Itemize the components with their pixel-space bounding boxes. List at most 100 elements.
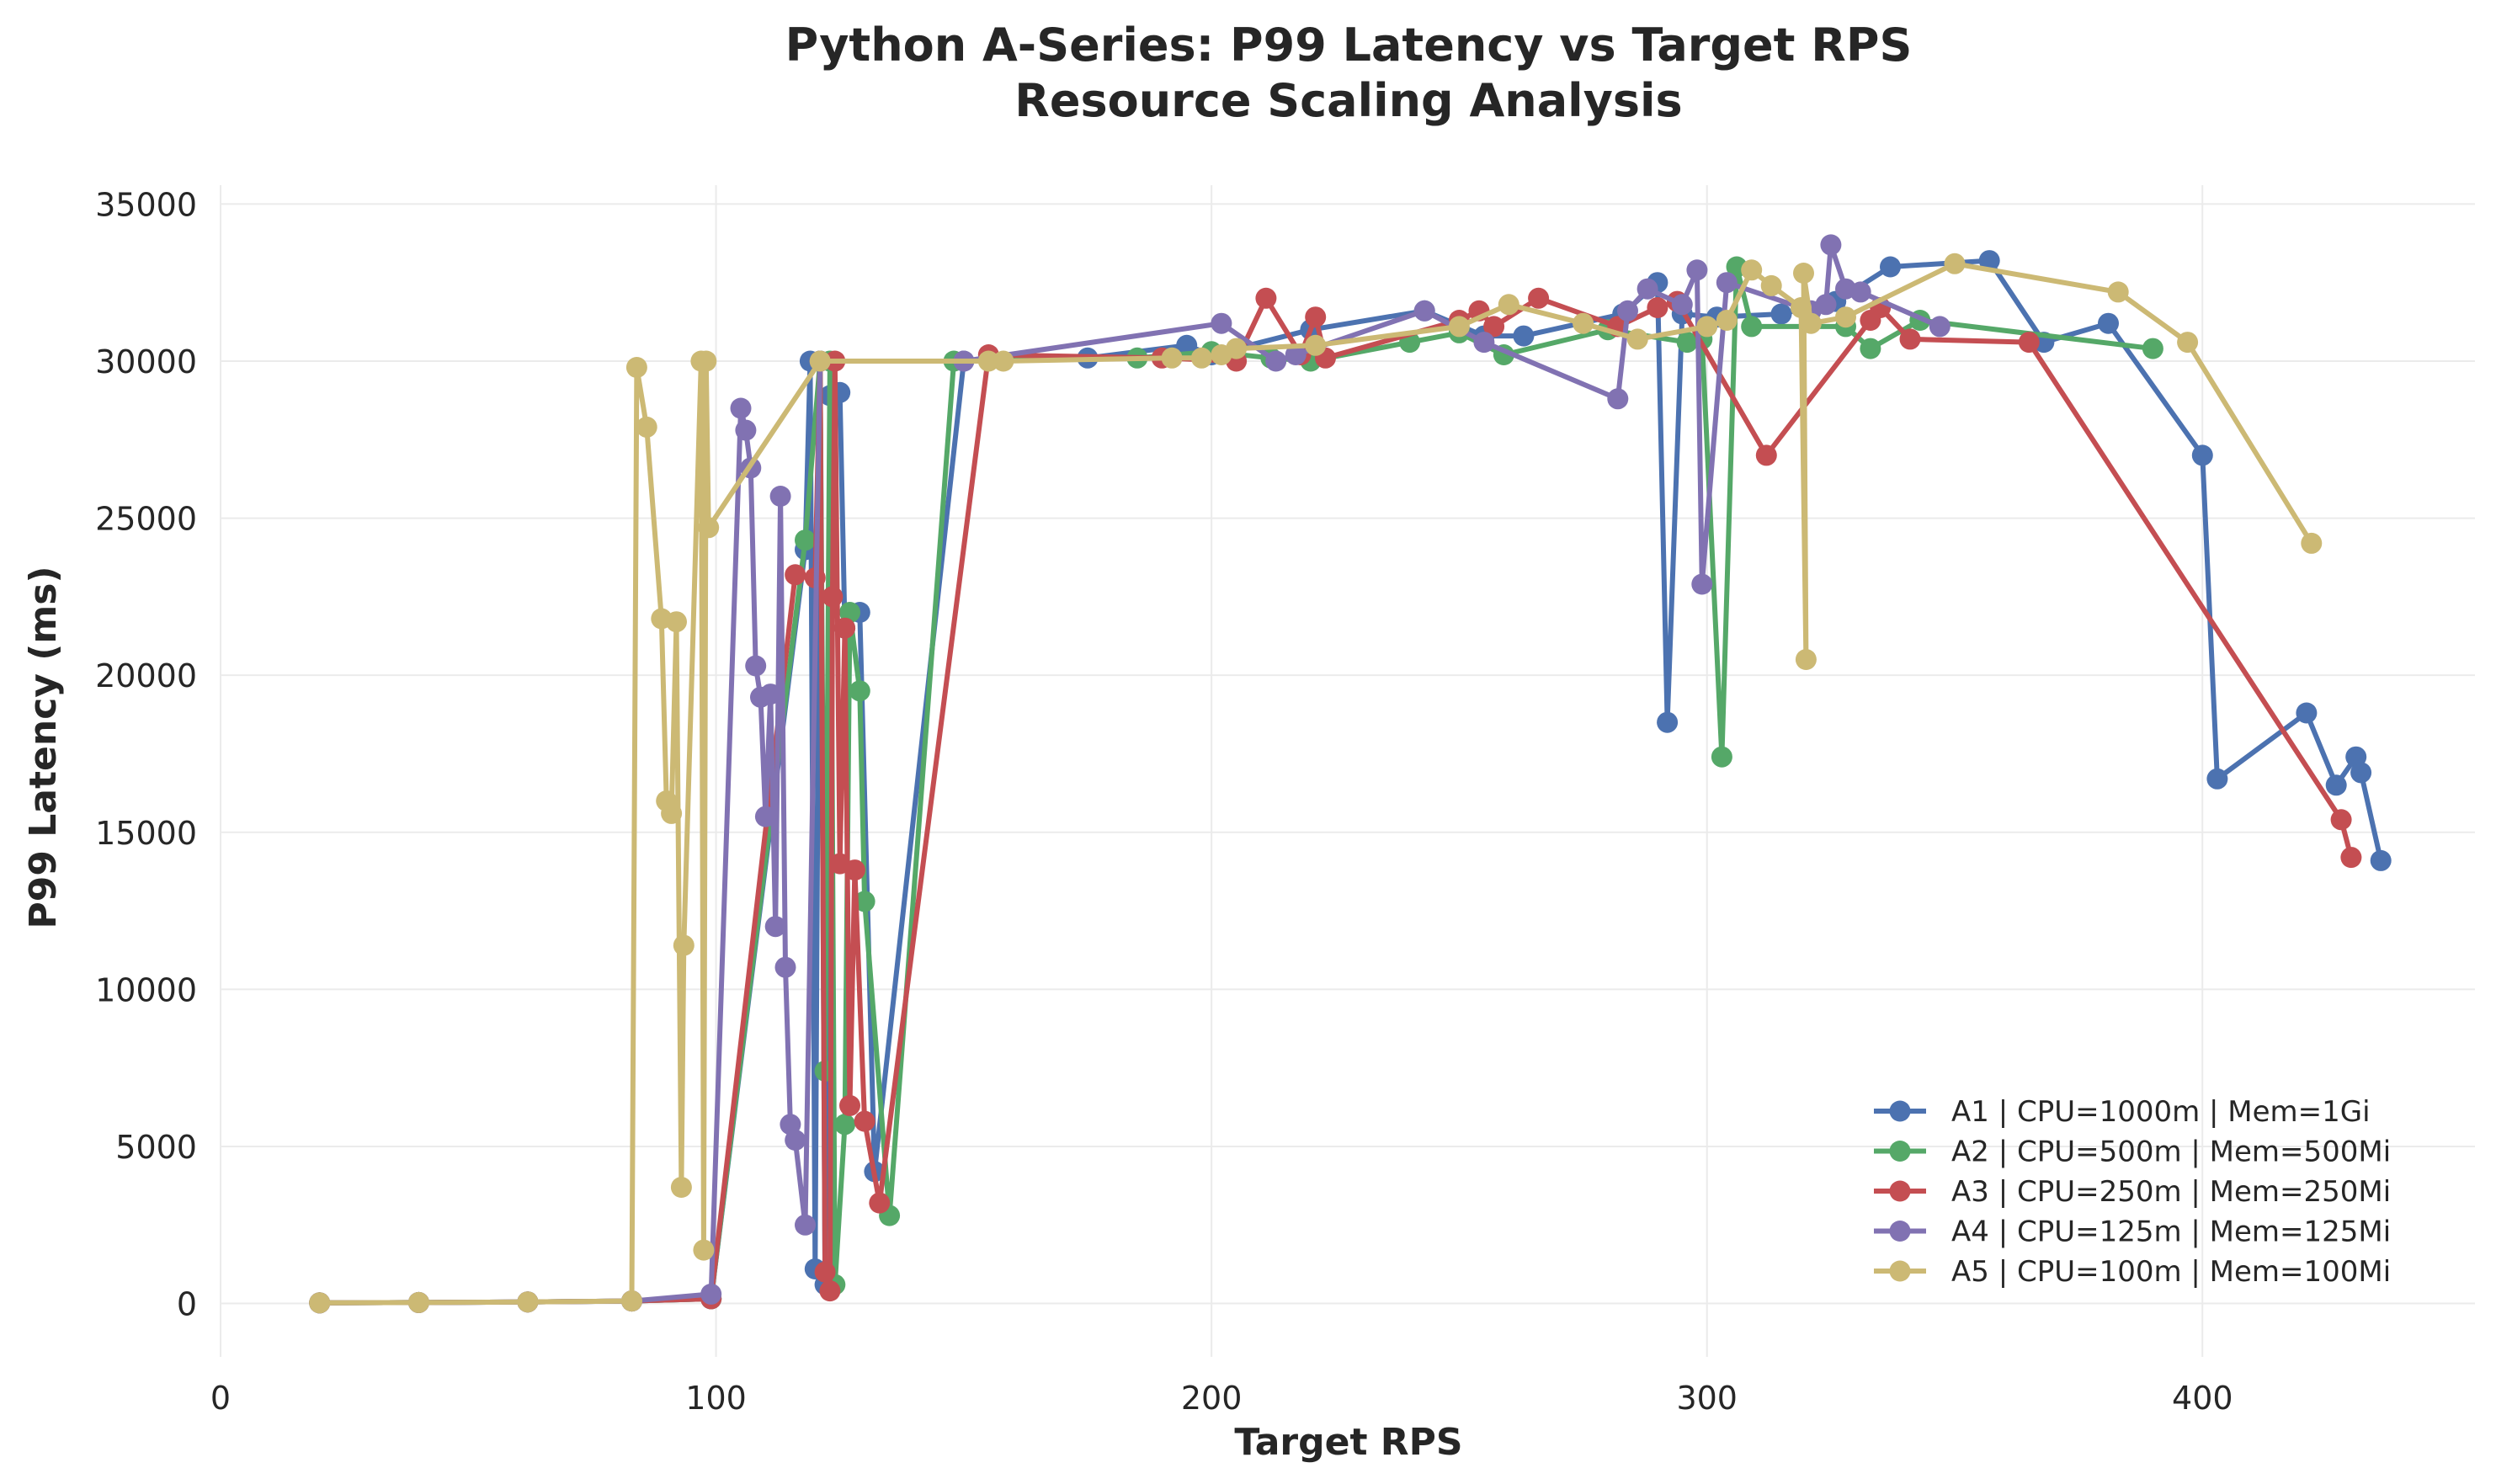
data-point [1686,259,1708,281]
data-point [1716,272,1738,294]
data-point [2370,849,2392,871]
data-point [1226,338,1248,359]
data-point [1793,263,1814,284]
data-point [1929,316,1950,338]
data-point [1626,328,1648,350]
x-tick-label: 0 [210,1380,231,1417]
data-point [819,1280,841,1302]
data-point [1760,274,1782,296]
data-point [993,350,1014,372]
data-point [2177,332,2199,354]
grid [220,185,2475,1357]
data-point [1820,234,1842,256]
data-point [1265,350,1287,372]
data-point [839,1094,860,1116]
data-point [1835,306,1856,328]
x-tick-label: 100 [685,1380,747,1417]
y-axis-label: P99 Latency (ms) [22,566,65,928]
legend-item: A4 | CPU=125m | Mem=125Mi [1874,1215,2391,1249]
series-2 [309,256,2163,1314]
data-point [764,916,786,938]
x-tick-label: 200 [1181,1380,1243,1417]
data-point [2206,768,2228,790]
y-tick-label: 20000 [95,657,197,694]
data-point [666,611,687,633]
data-point [1711,746,1732,768]
x-tick-label: 400 [2172,1380,2233,1417]
data-point [2098,312,2119,334]
data-point [2018,332,2040,354]
y-tick-label: 0 [177,1286,197,1323]
data-point [1617,300,1638,322]
y-tick-label: 35000 [95,186,197,223]
data-point [2107,281,2129,303]
data-point [2330,809,2352,831]
y-tick-label: 15000 [95,815,197,852]
data-point [700,1283,722,1305]
data-point [517,1291,539,1313]
data-point [834,617,856,639]
data-point [1696,316,1718,338]
data-point [759,683,781,705]
data-point [1413,300,1435,322]
data-point [1305,334,1327,356]
data-point [407,1291,429,1313]
data-point [785,564,806,586]
data-point [854,1110,875,1132]
data-point [1899,328,1921,350]
y-tick-label: 30000 [95,343,197,380]
legend-swatch-marker [1889,1221,1911,1242]
data-point [814,1261,836,1283]
legend-label: A5 | CPU=100m | Mem=100Mi [1951,1255,2391,1289]
series-group [309,234,2392,1314]
data-point [854,891,875,912]
data-point [1211,312,1232,334]
data-point [673,934,695,956]
data-point [1607,388,1629,410]
data-point [693,1239,715,1261]
x-tick-label: 300 [1676,1380,1738,1417]
legend-label: A3 | CPU=250m | Mem=250Mi [1951,1175,2391,1209]
data-point [1305,306,1327,328]
data-point [730,397,752,419]
data-point [1647,297,1668,318]
data-point [977,350,999,372]
data-point [695,350,717,372]
chart-subtitle: Resource Scaling Analysis [1014,74,1682,127]
data-point [2296,702,2318,724]
data-point [1161,347,1183,369]
data-point [625,357,647,378]
data-point [785,1130,806,1151]
data-point [2350,762,2372,784]
data-point [735,419,757,441]
data-point [621,1290,642,1312]
data-point [1176,334,1198,356]
data-point [1849,281,1871,303]
data-point [309,1292,331,1314]
data-point [2325,774,2347,796]
x-axis-ticks: 0 100 200 300 400 [210,1380,2233,1417]
data-point [1691,573,1713,595]
data-point [1815,294,1837,316]
data-point [1800,312,1822,334]
data-point [774,956,796,978]
y-axis-ticks: 0 5000 10000 15000 20000 25000 30000 35000 [95,186,197,1322]
data-point [849,680,870,702]
data-point [2142,338,2163,359]
data-point [1978,250,2000,272]
y-tick-label: 25000 [95,501,197,538]
data-point [769,486,791,507]
data-point [822,586,844,608]
data-point [1498,294,1519,316]
data-point [1255,287,1277,309]
data-point [795,1214,816,1236]
legend-label: A4 | CPU=125m | Mem=125Mi [1951,1215,2391,1249]
data-point [1795,649,1817,670]
data-point [1860,338,1881,359]
data-point [754,806,776,827]
series-line [319,242,1941,1306]
data-point [1671,294,1693,316]
data-point [1944,253,1966,274]
legend-item: A3 | CPU=250m | Mem=250Mi [1874,1175,2391,1209]
data-point [1791,297,1812,318]
